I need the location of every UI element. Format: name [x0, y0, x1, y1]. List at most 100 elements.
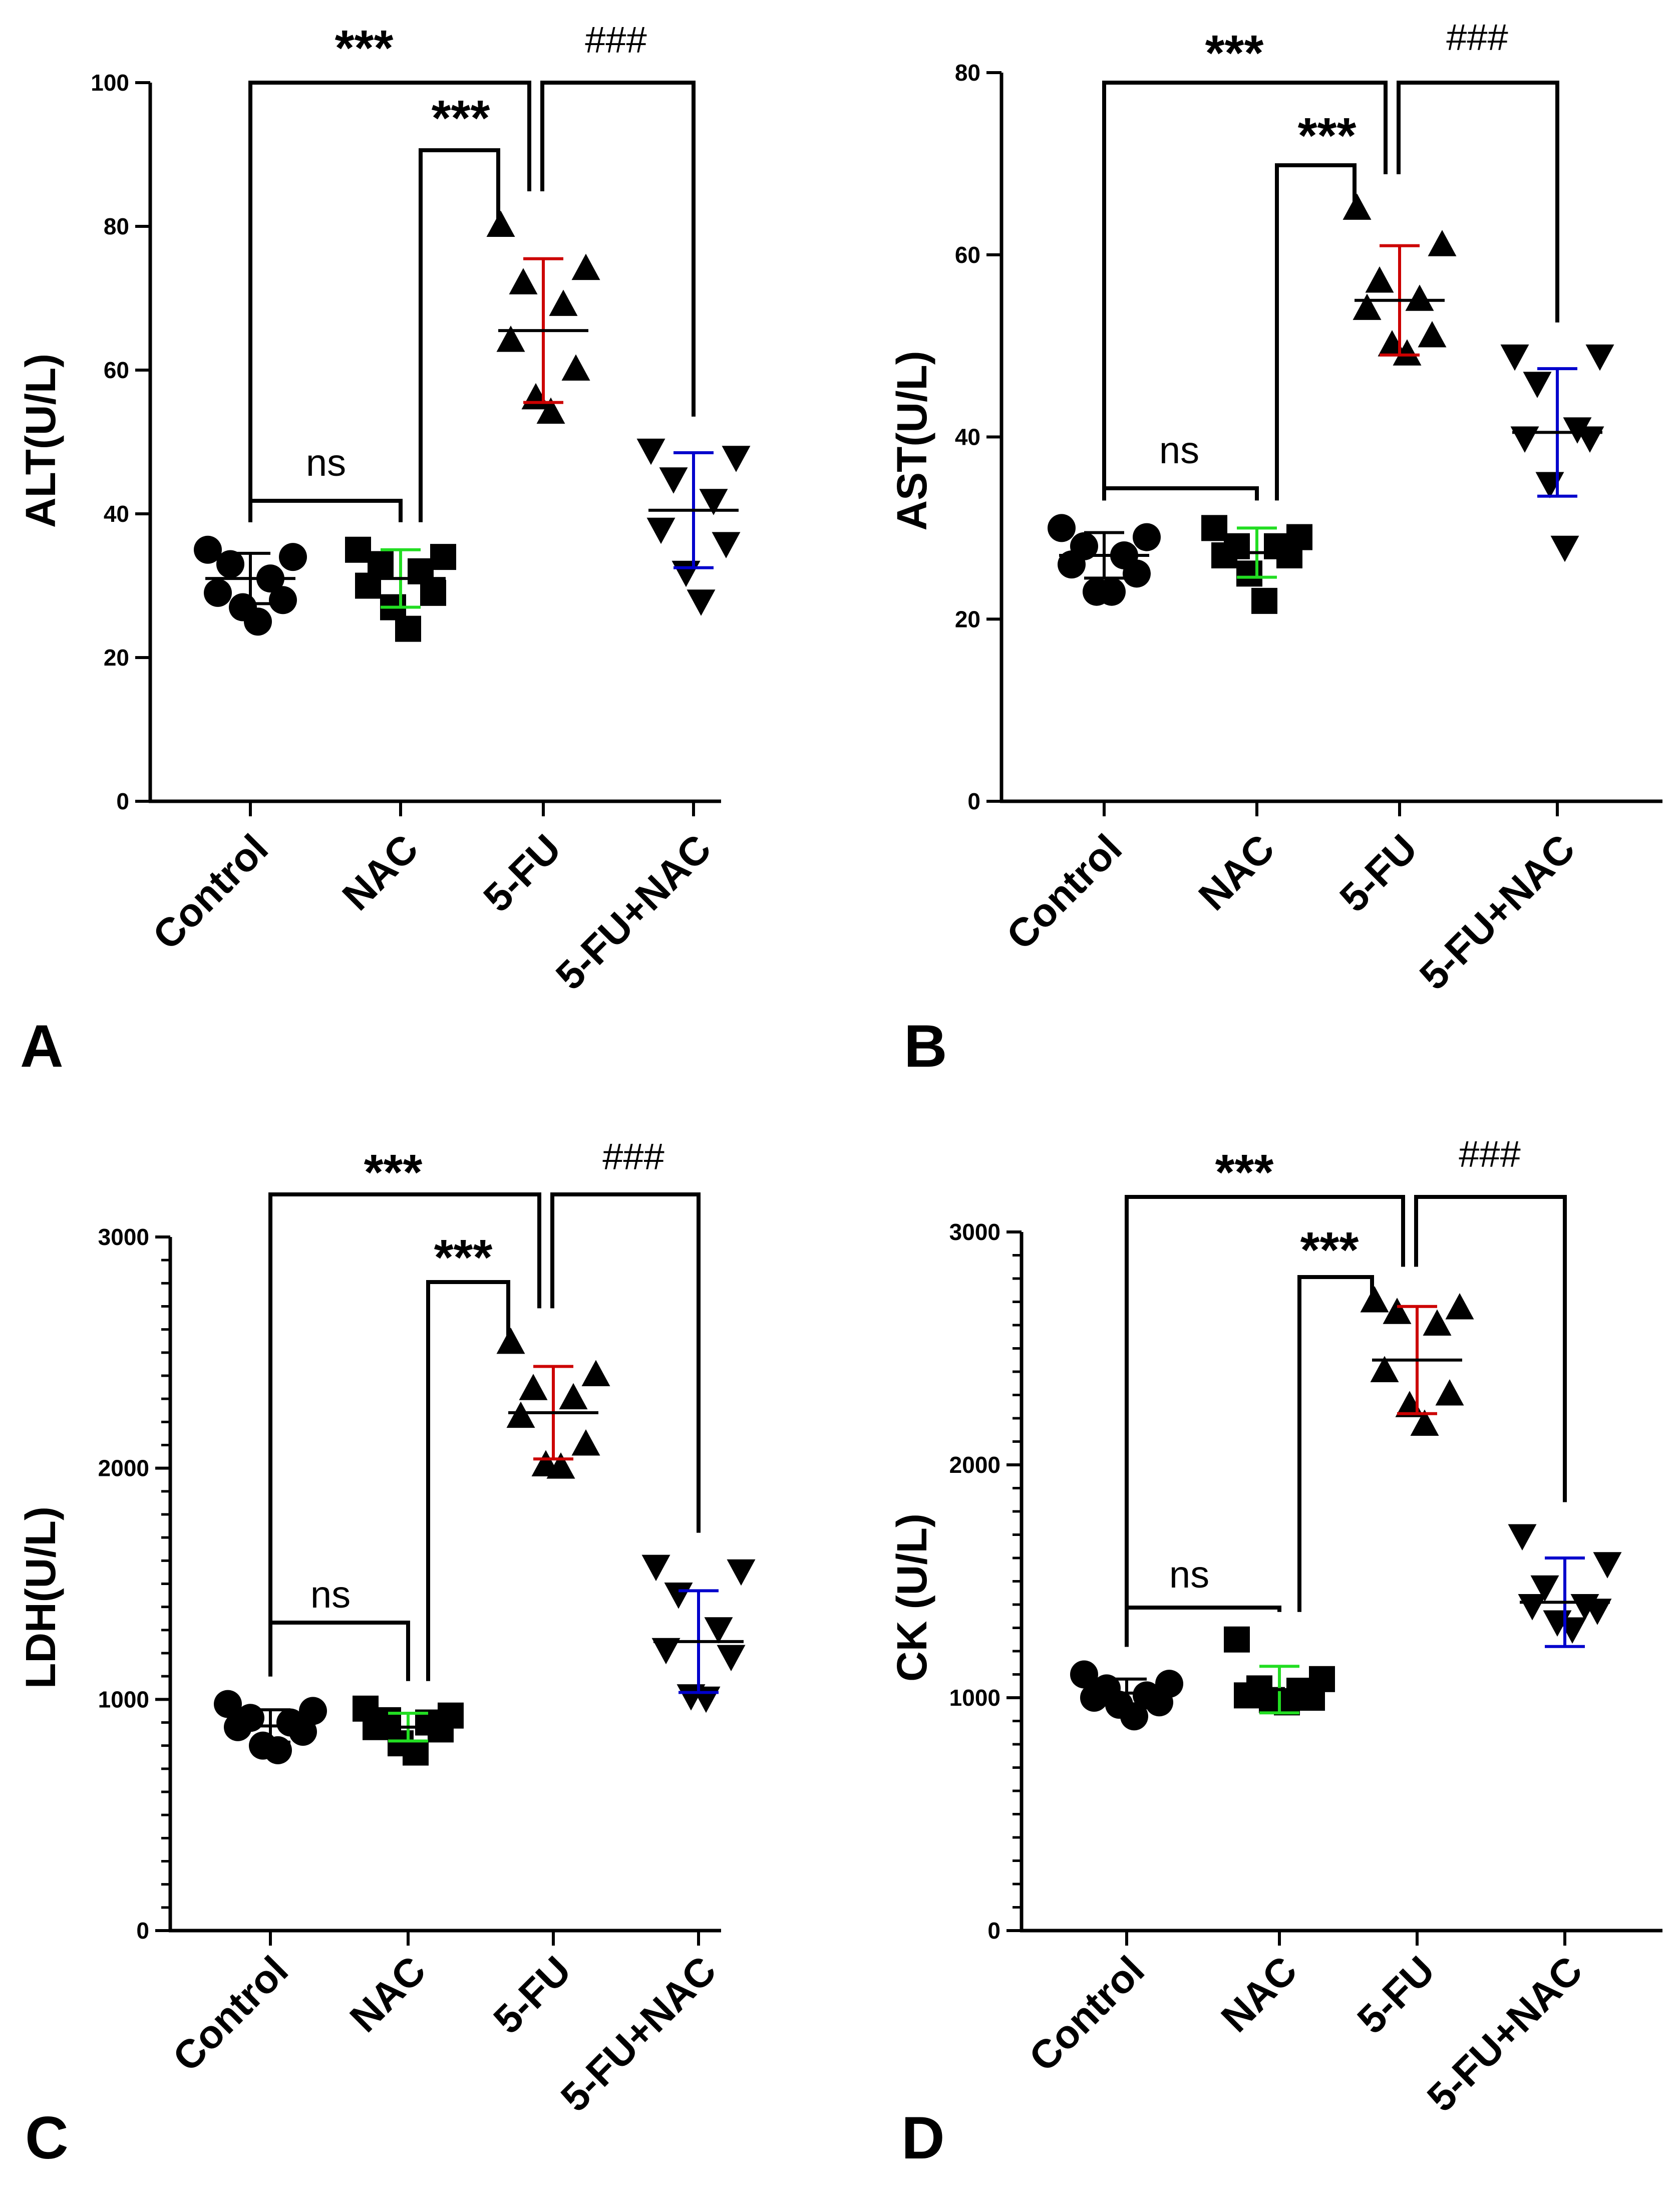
data-point-fuNac	[1500, 344, 1529, 371]
data-point-fu	[519, 1374, 548, 1400]
panel-c: 0 1000 2000 3000 LDH(U/L) Control NAC 5-FU5-FU+…	[17, 1136, 756, 2171]
y-tick-label: 3000	[98, 1224, 149, 1250]
panel-a: 0 20 40 60 80 100 ALT(U/L) Control NAC 5-FU5-FU+N…	[17, 19, 751, 1080]
data-point-fuNac	[671, 560, 701, 587]
panel-letter: A	[20, 1013, 64, 1080]
significance-label-control-vs-nac: ns	[1159, 429, 1199, 472]
data-point-control	[1080, 1684, 1108, 1712]
data-point-nac	[1251, 587, 1277, 614]
y-tick-label: 0	[116, 788, 129, 814]
y-tick-label: 20	[104, 645, 129, 671]
x-tick-label-fu: 5-FU	[475, 826, 569, 920]
data-point-fu	[506, 1401, 535, 1428]
y-tick-label: 2000	[949, 1452, 1000, 1478]
y-tick-label: 1000	[949, 1685, 1000, 1711]
data-point-control	[216, 550, 244, 578]
data-point-fu	[1423, 1309, 1452, 1336]
bracket-nac-vs-5fu	[426, 1280, 510, 1681]
data-point-fuNac	[1523, 372, 1552, 398]
data-point-control	[244, 607, 272, 636]
data-point-fu	[1445, 1293, 1474, 1320]
data-point-fuNac	[1510, 426, 1539, 453]
data-point-fu	[549, 289, 578, 316]
data-point-nac	[1276, 542, 1302, 568]
data-point-fu	[561, 354, 590, 381]
bracket-nac-vs-5fu	[1275, 163, 1357, 501]
data-point-fuNac	[1575, 426, 1604, 453]
x-tick-label-fu: 5-FU	[485, 1948, 579, 2042]
data-point-control	[1098, 577, 1126, 606]
significance-label-nac-vs-5fu: ***	[1300, 1222, 1359, 1278]
data-point-fuNac	[651, 1638, 681, 1665]
data-point-fuNac	[717, 1645, 746, 1672]
x-tick-label-fuNac: 5-FU+NAC	[552, 1948, 725, 2120]
bracket-control-vs-5fu	[1125, 1195, 1405, 1647]
data-point-nac	[1224, 1626, 1250, 1653]
data-point-control	[204, 578, 232, 607]
data-point-nac	[1201, 515, 1227, 541]
data-point-control	[214, 1690, 242, 1718]
data-point-nac	[428, 1716, 454, 1743]
data-point-fu	[521, 383, 550, 410]
y-tick-label: 20	[955, 606, 980, 632]
data-point-control	[279, 543, 307, 571]
panel-letter: C	[25, 2104, 69, 2171]
data-point-nac	[430, 544, 456, 570]
data-point-fuNac	[1558, 1617, 1587, 1644]
data-point-control	[194, 535, 222, 564]
x-tick-label-control: Control	[998, 826, 1130, 958]
data-point-fuNac	[1530, 1575, 1559, 1602]
data-point-fu	[571, 253, 600, 280]
data-point-fu	[496, 326, 525, 352]
significance-label-5fu-vs-5funac: ###	[602, 1136, 664, 1177]
data-point-fu	[1383, 1298, 1412, 1324]
data-point-fuNac	[1550, 535, 1579, 562]
data-point-fu	[559, 1383, 588, 1410]
data-point-control	[269, 586, 297, 614]
significance-label-5fu-vs-5funac: ###	[1446, 17, 1508, 58]
significance-label-control-vs-5fu: ***	[335, 20, 394, 76]
significance-label-nac-vs-5fu: ***	[434, 1229, 493, 1286]
data-point-fu	[1360, 1286, 1389, 1313]
data-point-fu	[1342, 193, 1372, 220]
x-tick-label-fuNac: 5-FU+NAC	[1419, 1948, 1591, 2120]
significance-label-control-vs-5fu: ***	[1205, 25, 1264, 81]
y-tick-label: 60	[104, 357, 129, 383]
data-point-control	[289, 1717, 317, 1746]
panel-b: 0 20 40 60 80 AST(U/L) Control NAC 5-FU5-FU+NAC *…	[888, 17, 1662, 1080]
bracket-nac-vs-5fu	[419, 148, 500, 522]
bracket-control-vs-5fu	[248, 81, 531, 522]
data-point-fuNac	[712, 532, 741, 558]
data-point-nac	[403, 1739, 429, 1766]
bracket-5fu-vs-5funac	[1397, 81, 1559, 323]
panel-letter: D	[901, 2104, 945, 2171]
data-point-nac	[1234, 1682, 1260, 1709]
data-point-control	[1133, 523, 1161, 551]
bracket-control-vs-5fu	[268, 1192, 541, 1677]
significance-label-nac-vs-5fu: ***	[432, 90, 490, 146]
data-point-fu	[486, 210, 515, 237]
data-point-fu	[1370, 1356, 1399, 1382]
data-point-fu	[1353, 293, 1382, 320]
data-point-fuNac	[664, 1582, 693, 1609]
data-point-fu	[1428, 230, 1457, 256]
x-tick-label-nac: NAC	[334, 826, 427, 918]
y-tick-label: 80	[104, 213, 129, 239]
data-point-control	[1058, 550, 1086, 579]
data-point-fuNac	[1518, 1594, 1547, 1621]
data-point-fu	[509, 268, 538, 294]
y-tick-label: 3000	[949, 1219, 1000, 1245]
significance-label-control-vs-nac: ns	[310, 1574, 351, 1616]
data-point-fu	[546, 1452, 575, 1479]
data-point-fu	[1418, 321, 1447, 348]
data-point-fu	[571, 1429, 600, 1456]
bracket-control-vs-5fu	[1102, 81, 1388, 501]
data-point-fuNac	[722, 446, 751, 472]
data-point-fuNac	[687, 589, 716, 616]
y-axis-label: AST(U/L)	[888, 351, 935, 530]
x-tick-label-fuNac: 5-FU+NAC	[1411, 826, 1583, 998]
bracket-control-vs-nac	[248, 499, 403, 522]
bracket-nac-vs-5fu	[1297, 1275, 1374, 1612]
data-point-fuNac	[659, 467, 688, 494]
data-point-nac	[395, 615, 421, 642]
